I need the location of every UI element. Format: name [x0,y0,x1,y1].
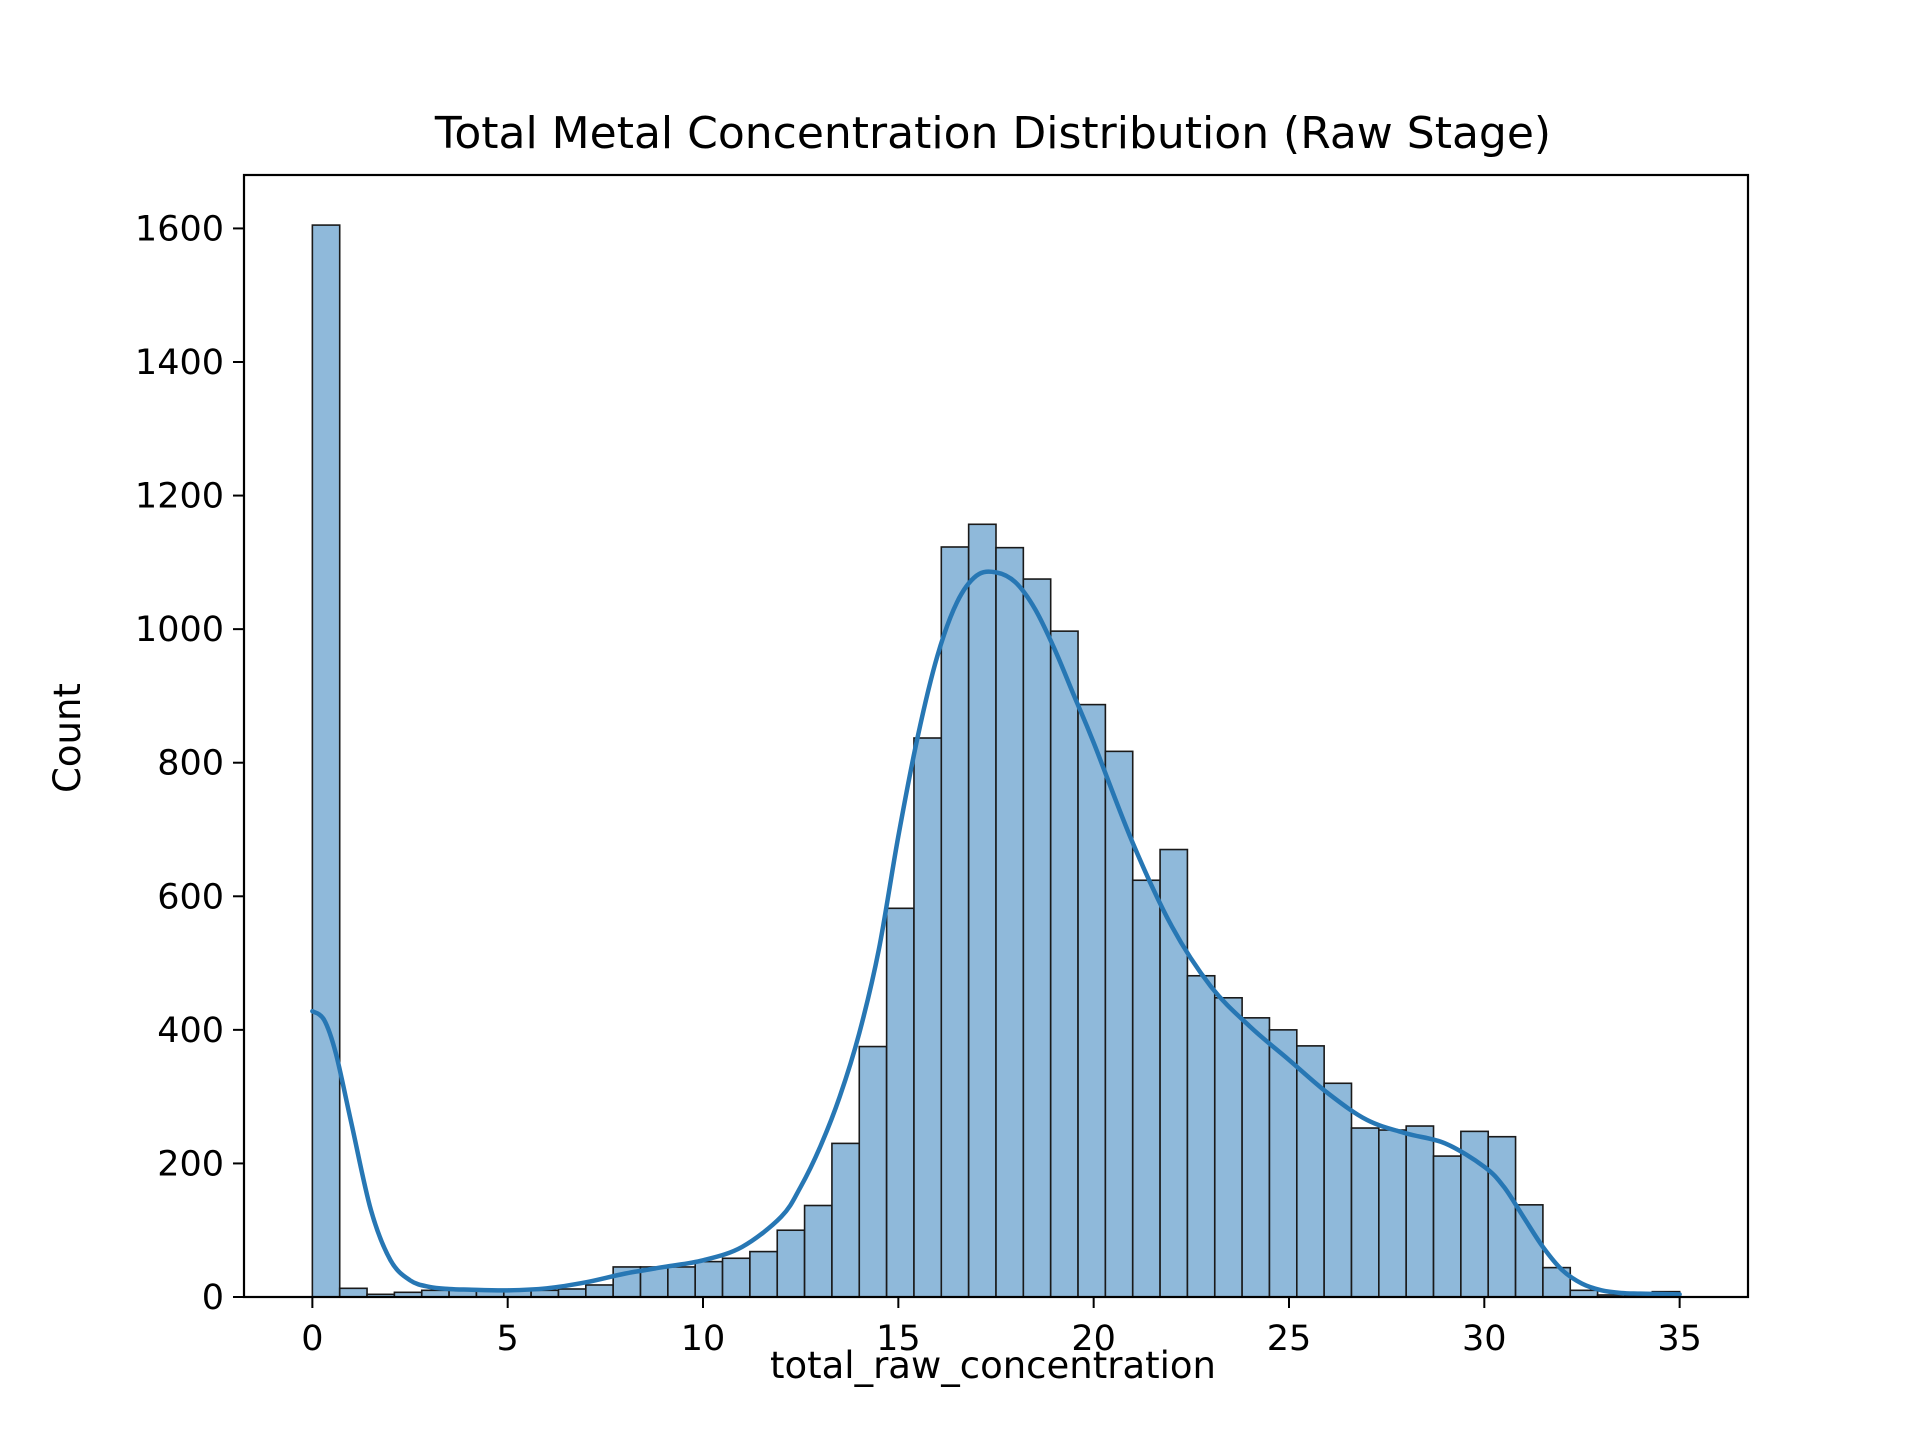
y-tick-label: 0 [202,1278,224,1318]
histogram-bar [1432,1155,1462,1298]
histogram-bar [749,1250,779,1298]
histogram-bar [1049,630,1079,1298]
histogram-bar [1268,1029,1298,1298]
histogram-bar [667,1266,697,1298]
histogram-bar [1323,1082,1353,1298]
histogram-bar [995,546,1025,1298]
histogram-bar [885,907,915,1298]
y-tick-label: 1600 [135,209,224,249]
histogram-bar [585,1284,614,1298]
histogram-bar [940,546,970,1298]
histogram-bar [1378,1129,1407,1298]
y-tick-label: 800 [157,744,224,784]
kde-line [310,569,1682,1297]
x-tick-label: 0 [301,1319,323,1359]
histogram-bar [858,1045,888,1298]
y-tick-label: 1200 [135,477,224,517]
histogram-bar [338,1287,368,1298]
x-tick-label: 25 [1267,1319,1312,1359]
histogram-bar [694,1260,724,1298]
histogram-bar [311,224,341,1298]
histogram-bar [967,523,997,1298]
histogram-bar [1487,1135,1517,1298]
histogram-bar [803,1204,833,1298]
histogram-bar [1514,1204,1544,1298]
plot-frame [242,173,1750,1299]
y-axis-label: Count [46,683,89,793]
histogram-bar [1077,703,1107,1298]
x-tick-label: 5 [497,1319,519,1359]
y-tick-label: 1000 [135,610,224,650]
x-axis-label: total_raw_concentration [770,1344,1216,1387]
histogram-bar [1241,1017,1271,1298]
chart-title: Total Metal Concentration Distribution (… [434,108,1551,159]
histogram-bar [913,737,943,1298]
x-tick-label: 30 [1462,1319,1507,1359]
histogram-bar [1186,974,1216,1298]
histogram-bar [1405,1125,1435,1298]
x-tick-label: 20 [1071,1319,1116,1359]
y-tick-label: 400 [157,1011,224,1051]
histogram-bar [1296,1045,1325,1298]
y-tick-label: 200 [157,1144,224,1184]
x-axis-ticks: 0 5 10 15 20 25 30 35 [301,1297,1702,1359]
histogram-bar [721,1257,751,1298]
histogram-bar [1350,1127,1380,1298]
y-axis-ticks: 0 200 400 600 800 1000 1200 1400 1600 [135,209,244,1318]
histogram-bar [1213,996,1243,1298]
x-tick-label: 15 [876,1319,921,1359]
histogram-bar [1022,578,1052,1298]
y-tick-label: 1400 [135,343,224,383]
x-tick-label: 10 [681,1319,726,1359]
x-tick-label: 35 [1657,1319,1702,1359]
histogram-bar [1131,879,1161,1298]
histogram-bar [557,1288,587,1298]
histogram-bar [831,1142,861,1298]
y-tick-label: 600 [157,877,224,917]
histogram-bar [776,1229,806,1298]
bars-group [311,224,1681,1298]
